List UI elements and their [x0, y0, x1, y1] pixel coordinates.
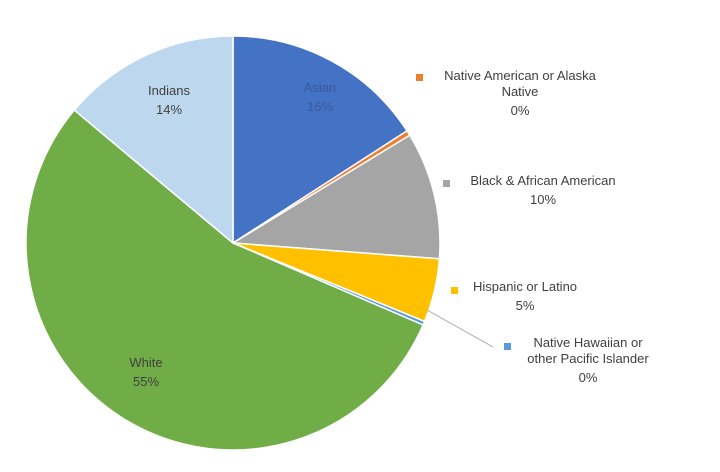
legend-marker-black-and-african-american [443, 180, 450, 187]
pie-slice-white [25, 109, 425, 451]
pie-slices [25, 35, 441, 451]
pie-slice-asian [232, 35, 409, 245]
slice-label-native-american-or-alaska-native: Native American or Alaska Native 0% [444, 68, 597, 118]
slice-value-black-and-african-american: 10% [530, 192, 556, 207]
pie-slice-indians [73, 35, 234, 245]
slice-value-native-hawaiian-or-other-pacific-islander: 0% [579, 370, 598, 385]
slice-label-hispanic-or-latino: Hispanic or Latino 5% [473, 279, 577, 313]
legend-marker-native-hawaiian-or-other-pacific-islander [504, 343, 511, 350]
leader-line-native-hawaiian-or-other-pacific-islander [426, 309, 494, 348]
slice-value-asian: 16% [307, 99, 333, 114]
slice-label-black-and-african-american: Black & African American 10% [470, 173, 615, 207]
legend-marker-hispanic-or-latino [451, 287, 458, 294]
slice-labels: Asian 16% Native American or Alaska Native 0… [129, 68, 649, 389]
leader-lines [416, 74, 511, 350]
slice-value-white: 55% [133, 374, 159, 389]
slice-value-native-american-or-alaska-native: 0% [511, 103, 530, 118]
legend-marker-native-american-or-alaska-native [416, 74, 423, 81]
pie-slice-black-and-african-american [230, 134, 441, 260]
slice-label-asian: Asian 16% [304, 80, 337, 114]
slice-label-indians: Indians 14% [148, 83, 190, 117]
slice-value-indians: 14% [156, 102, 182, 117]
slice-label-white: White 55% [129, 355, 162, 389]
slice-value-hispanic-or-latino: 5% [516, 298, 535, 313]
slice-label-native-hawaiian-or-other-pacific-islander: Native Hawaiian or other Pacific Islander… [527, 335, 649, 385]
